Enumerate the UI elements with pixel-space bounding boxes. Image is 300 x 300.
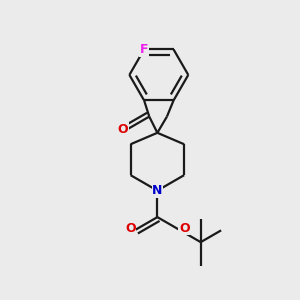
Text: O: O [125, 222, 136, 235]
Text: N: N [152, 184, 163, 197]
Text: O: O [118, 123, 128, 136]
Text: F: F [140, 43, 148, 56]
Text: O: O [179, 222, 190, 235]
